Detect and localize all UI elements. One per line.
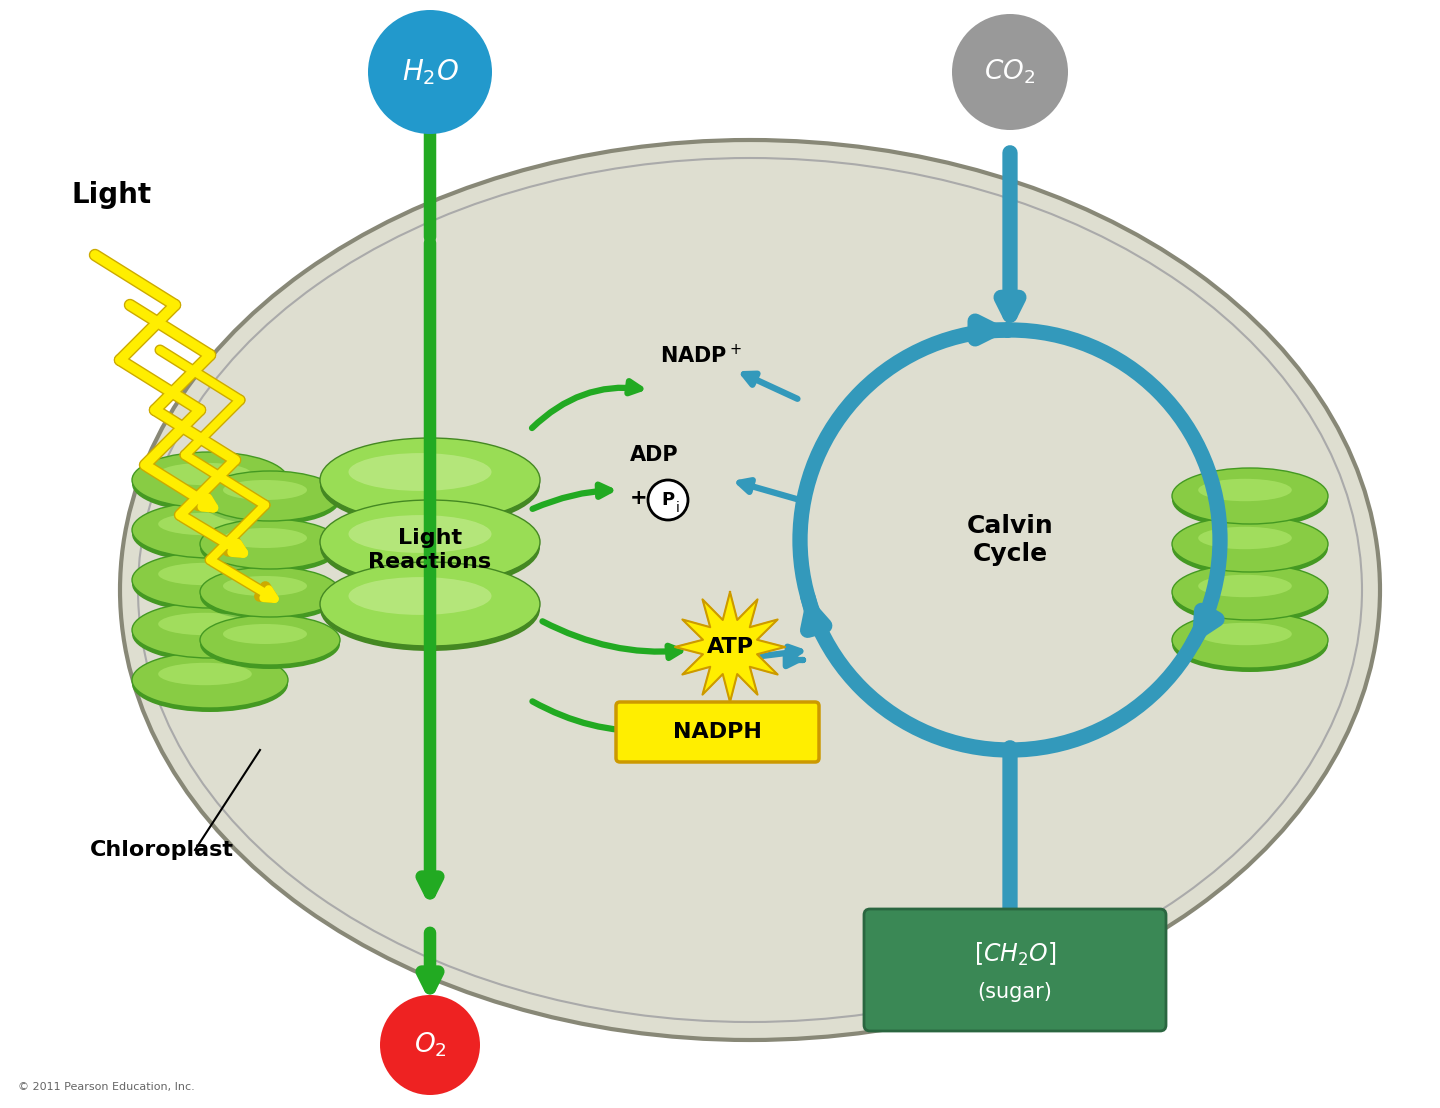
- Ellipse shape: [132, 452, 288, 507]
- Text: P: P: [661, 491, 674, 509]
- Ellipse shape: [348, 453, 491, 491]
- Ellipse shape: [348, 515, 491, 553]
- Ellipse shape: [1172, 616, 1328, 671]
- Ellipse shape: [200, 571, 340, 620]
- Polygon shape: [675, 592, 785, 702]
- Text: ATP: ATP: [707, 637, 753, 657]
- Ellipse shape: [1172, 568, 1328, 624]
- Ellipse shape: [132, 552, 288, 608]
- Text: Chloroplast: Chloroplast: [89, 840, 233, 860]
- Ellipse shape: [320, 505, 540, 589]
- Circle shape: [648, 480, 688, 520]
- Ellipse shape: [158, 563, 252, 585]
- Ellipse shape: [200, 615, 340, 665]
- Ellipse shape: [223, 529, 307, 548]
- Ellipse shape: [132, 456, 288, 512]
- Ellipse shape: [1198, 575, 1292, 597]
- Circle shape: [369, 10, 492, 134]
- Ellipse shape: [158, 463, 252, 485]
- Ellipse shape: [1172, 564, 1328, 620]
- Text: $O_2$: $O_2$: [413, 1030, 446, 1059]
- Ellipse shape: [132, 556, 288, 612]
- Ellipse shape: [200, 567, 340, 617]
- Ellipse shape: [1172, 520, 1328, 576]
- Ellipse shape: [223, 576, 307, 596]
- Text: © 2011 Pearson Education, Inc.: © 2011 Pearson Education, Inc.: [17, 1083, 194, 1092]
- Ellipse shape: [158, 663, 252, 685]
- Ellipse shape: [320, 500, 540, 584]
- Text: NADP$^+$: NADP$^+$: [660, 343, 742, 367]
- Ellipse shape: [1198, 479, 1292, 501]
- Text: $[CH_2O]$: $[CH_2O]$: [973, 941, 1056, 967]
- FancyBboxPatch shape: [616, 702, 819, 762]
- Ellipse shape: [1172, 516, 1328, 572]
- Ellipse shape: [320, 562, 540, 646]
- Ellipse shape: [158, 513, 252, 535]
- Ellipse shape: [223, 480, 307, 500]
- FancyBboxPatch shape: [864, 909, 1166, 1032]
- Ellipse shape: [200, 475, 340, 525]
- Ellipse shape: [200, 523, 340, 573]
- Text: (sugar): (sugar): [978, 982, 1053, 1002]
- Ellipse shape: [200, 519, 340, 570]
- Text: Light
Reactions: Light Reactions: [369, 529, 491, 572]
- Ellipse shape: [132, 606, 288, 661]
- Ellipse shape: [223, 624, 307, 644]
- Ellipse shape: [1198, 526, 1292, 550]
- Ellipse shape: [200, 619, 340, 669]
- Ellipse shape: [200, 471, 340, 521]
- Ellipse shape: [132, 602, 288, 658]
- Ellipse shape: [320, 443, 540, 527]
- Circle shape: [380, 995, 480, 1095]
- Ellipse shape: [120, 140, 1380, 1040]
- Text: i: i: [675, 501, 680, 515]
- Ellipse shape: [158, 613, 252, 635]
- Ellipse shape: [132, 506, 288, 562]
- Ellipse shape: [1172, 472, 1328, 529]
- Text: Calvin
Cycle: Calvin Cycle: [966, 514, 1054, 566]
- Ellipse shape: [1172, 468, 1328, 524]
- Text: +: +: [631, 488, 655, 507]
- Circle shape: [952, 14, 1068, 130]
- Text: $CO_2$: $CO_2$: [985, 58, 1035, 86]
- Ellipse shape: [348, 577, 491, 615]
- Text: Light: Light: [72, 181, 153, 209]
- Ellipse shape: [132, 656, 288, 712]
- Text: $H_2O$: $H_2O$: [402, 58, 458, 86]
- Ellipse shape: [1172, 612, 1328, 668]
- Ellipse shape: [132, 502, 288, 558]
- Text: NADPH: NADPH: [672, 722, 762, 742]
- Ellipse shape: [320, 567, 540, 652]
- Ellipse shape: [1198, 623, 1292, 645]
- Text: ADP: ADP: [631, 445, 678, 465]
- Ellipse shape: [320, 438, 540, 522]
- Ellipse shape: [132, 652, 288, 708]
